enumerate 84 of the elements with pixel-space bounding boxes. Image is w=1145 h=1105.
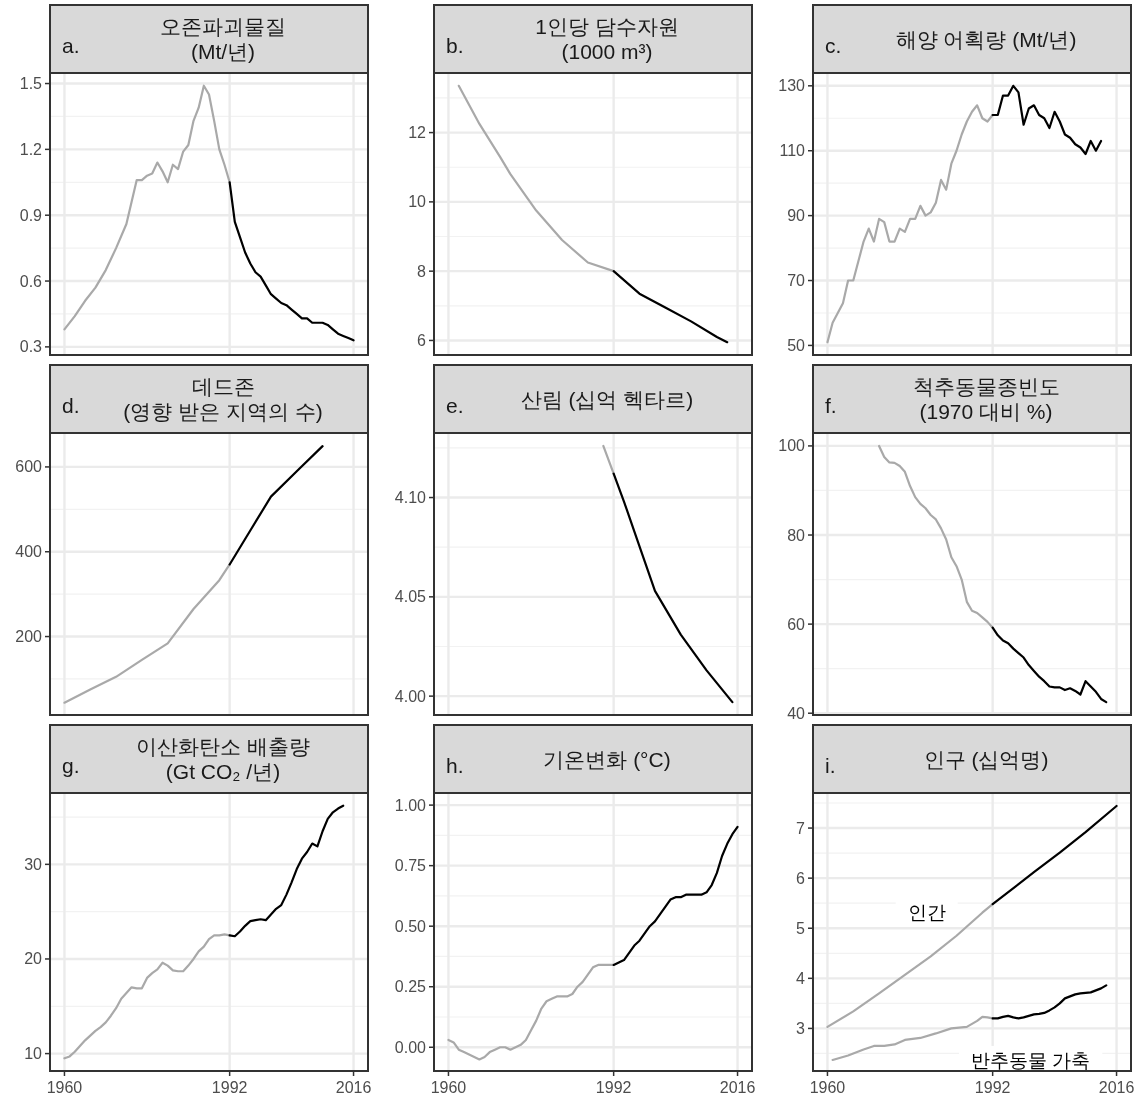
y-tick-label: 1.2 — [19, 140, 43, 158]
x-tick-label: 1992 — [974, 1078, 1011, 1096]
chart-title: 인구 (십억명) — [923, 747, 1049, 771]
text: g. — [62, 753, 80, 777]
y-tick-label: 4.10 — [394, 489, 427, 507]
line-series — [612, 472, 734, 704]
y-tick-label: 40 — [787, 704, 806, 722]
line-series — [228, 804, 345, 938]
x-tick-label: 2016 — [1098, 1078, 1135, 1096]
x-tick-label: 1992 — [595, 1078, 632, 1096]
line-series — [877, 444, 994, 629]
x-tick-label: 1992 — [211, 1078, 248, 1096]
x-tick-label: 2016 — [719, 1078, 756, 1096]
chart-title: 척추동물종빈도 (1970 대비 %) — [912, 375, 1060, 423]
chart-title: 산림 (십억 헥타르) — [520, 387, 694, 411]
y-tick-label: 0.25 — [394, 978, 427, 996]
chart-title: 오존파괴물질 (Mt/년) — [160, 15, 286, 63]
y-tick-label: 4.00 — [394, 687, 427, 705]
y-tick-label: 0.9 — [19, 206, 43, 224]
chart-title: 1인당 담수자원 (1000 m³) — [535, 15, 679, 63]
y-tick-label: 4.05 — [394, 588, 427, 606]
y-tick-label: 400 — [15, 543, 43, 561]
y-tick-label: 200 — [15, 628, 43, 646]
text: c. — [825, 33, 842, 57]
line-series — [612, 270, 729, 344]
y-tick-label: 0.3 — [19, 338, 43, 356]
chart-title: 해양 어획량 (Mt/년) — [895, 27, 1077, 51]
y-tick-label: 50 — [787, 336, 806, 354]
text: f. — [825, 393, 837, 417]
line-series — [991, 804, 1118, 906]
line-series — [228, 445, 324, 566]
chart-title: 이산화탄소 배출량 (Gt CO₂ /년) — [136, 735, 310, 783]
series-label: 인간 — [907, 901, 946, 923]
y-tick-label: 0.6 — [19, 272, 43, 290]
y-tick-label: 10 — [24, 1045, 43, 1063]
y-tick-label: 20 — [24, 950, 43, 968]
y-tick-label: 30 — [24, 855, 43, 873]
text: h. — [446, 753, 464, 777]
x-tick-label: 1960 — [809, 1078, 846, 1096]
y-tick-label: 6 — [417, 331, 427, 349]
line-series — [63, 563, 231, 704]
y-tick-label: 0.00 — [394, 1038, 427, 1056]
y-tick-label: 60 — [787, 615, 806, 633]
text: d. — [62, 393, 80, 417]
line-series — [457, 84, 615, 273]
y-tick-label: 12 — [408, 124, 427, 142]
x-tick-label: 1960 — [430, 1078, 467, 1096]
y-tick-label: 0.75 — [394, 857, 427, 875]
line-series — [228, 181, 355, 342]
y-tick-label: 7 — [796, 819, 806, 837]
y-tick-label: 100 — [778, 437, 806, 455]
line-series — [991, 626, 1108, 704]
y-tick-label: 0.50 — [394, 917, 427, 935]
y-tick-label: 70 — [787, 272, 806, 290]
y-tick-label: 6 — [796, 869, 806, 887]
y-tick-label: 90 — [787, 207, 806, 225]
line-series — [447, 963, 615, 1061]
text: a. — [62, 33, 80, 57]
y-tick-label: 10 — [408, 193, 427, 211]
y-tick-label: 110 — [779, 142, 806, 160]
line-series — [991, 984, 1108, 1020]
y-tick-label: 600 — [15, 458, 43, 476]
line-series — [63, 933, 231, 1060]
chart-title: 기온변화 (°C) — [543, 747, 671, 771]
y-tick-label: 5 — [796, 919, 806, 937]
y-tick-label: 1.5 — [19, 75, 43, 93]
x-tick-label: 1960 — [46, 1078, 83, 1096]
text: b. — [446, 33, 464, 57]
y-tick-label: 8 — [417, 262, 427, 280]
line-series — [991, 84, 1103, 156]
chart-title: 데드존 (영향 받은 지역의 수) — [123, 375, 323, 423]
x-tick-label: 2016 — [335, 1078, 372, 1096]
text: e. — [446, 393, 464, 417]
line-series — [63, 84, 231, 331]
y-tick-label: 4 — [796, 969, 806, 987]
y-tick-label: 130 — [778, 77, 806, 95]
line-series — [826, 903, 994, 1029]
series-label: 반추동물 가축 — [971, 1049, 1091, 1071]
y-tick-label: 1.00 — [394, 796, 427, 814]
line-series — [826, 104, 994, 344]
line-series — [612, 825, 739, 967]
y-tick-label: 3 — [796, 1019, 806, 1037]
y-tick-label: 80 — [787, 526, 806, 544]
text: i. — [825, 753, 836, 777]
